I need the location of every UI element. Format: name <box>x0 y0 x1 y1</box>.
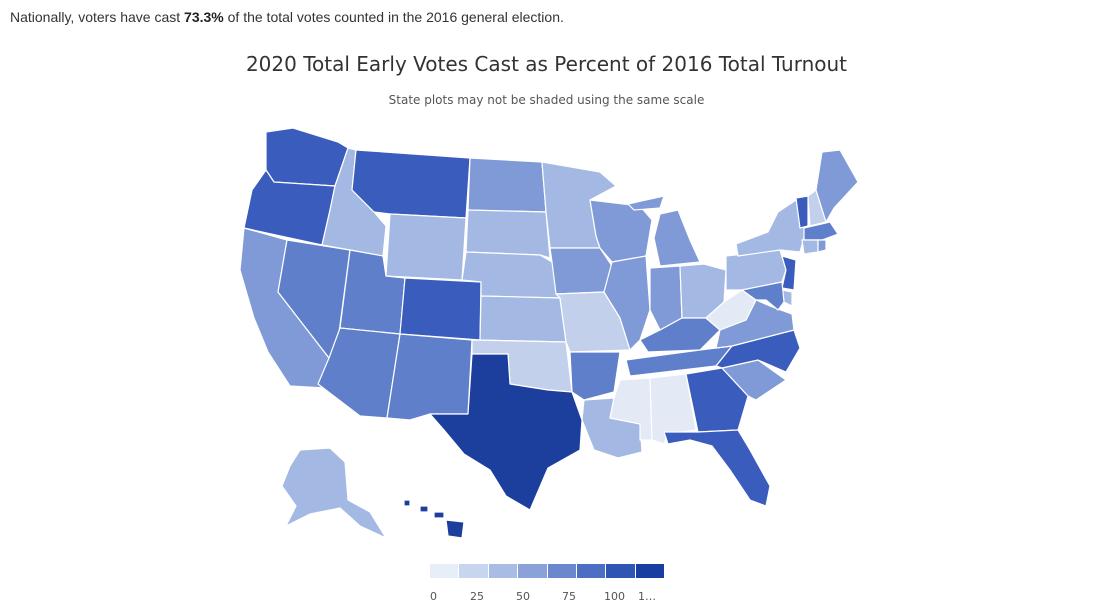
legend-swatch <box>488 564 519 578</box>
state-hawaii[interactable] <box>419 505 429 513</box>
state-maine[interactable] <box>815 149 859 223</box>
legend-swatch <box>459 564 489 578</box>
state-colorado[interactable] <box>399 277 482 341</box>
state-maryland[interactable] <box>741 281 785 311</box>
state-michigan[interactable] <box>627 195 701 267</box>
state-connecticut[interactable] <box>801 239 819 255</box>
state-kentucky[interactable] <box>639 317 721 353</box>
legend-ticks: 0 25 50 75 100 1… <box>430 590 666 606</box>
legend-swatch <box>635 564 664 578</box>
state-new-mexico[interactable] <box>386 333 473 421</box>
summary-prefix: Nationally, voters have cast <box>10 9 185 25</box>
legend-swatch <box>576 564 607 578</box>
color-legend: 0 25 50 75 100 1… <box>430 564 666 606</box>
state-new-jersey[interactable] <box>781 255 797 291</box>
state-hawaii[interactable] <box>445 519 465 539</box>
legend-swatch <box>606 564 636 578</box>
legend-tick: 25 <box>470 590 484 603</box>
state-south-dakota[interactable] <box>465 209 551 259</box>
legend-tick: 50 <box>516 590 530 603</box>
legend-tick: 0 <box>430 590 437 603</box>
map-subtitle: State plots may not be shaded using the … <box>388 93 705 107</box>
state-hawaii[interactable] <box>403 499 465 539</box>
legend-tick: 1… <box>638 590 656 603</box>
state-montana[interactable] <box>351 149 471 219</box>
state-hawaii[interactable] <box>403 499 411 507</box>
legend-tick: 100 <box>604 590 625 603</box>
state-washington[interactable] <box>265 127 349 187</box>
state-texas[interactable] <box>429 353 583 511</box>
state-hawaii[interactable] <box>433 511 445 519</box>
state-wyoming[interactable] <box>385 213 467 281</box>
state-vermont[interactable] <box>795 195 809 229</box>
summary-suffix: of the total votes counted in the 2016 g… <box>223 9 564 25</box>
map-title: 2020 Total Early Votes Cast as Percent o… <box>245 52 848 76</box>
summary-value: 73.3% <box>184 9 224 25</box>
state-arkansas[interactable] <box>569 351 621 401</box>
legend-swatch <box>547 564 577 578</box>
state-new-york[interactable] <box>735 199 807 257</box>
legend-swatch <box>430 564 460 578</box>
national-summary: Nationally, voters have cast 73.3% of th… <box>10 9 564 25</box>
legend-tick: 75 <box>562 590 576 603</box>
state-north-dakota[interactable] <box>467 157 547 213</box>
state-georgia[interactable] <box>685 367 749 433</box>
state-kansas[interactable] <box>479 295 567 343</box>
legend-swatch <box>518 564 548 578</box>
legend-color-scale <box>430 564 664 578</box>
state-massachusetts[interactable] <box>803 221 839 241</box>
state-alaska[interactable] <box>281 447 387 539</box>
state-florida[interactable] <box>663 429 771 507</box>
state-rhode-island[interactable] <box>817 239 827 253</box>
state-illinois[interactable] <box>603 255 651 351</box>
state-iowa[interactable] <box>549 247 613 295</box>
